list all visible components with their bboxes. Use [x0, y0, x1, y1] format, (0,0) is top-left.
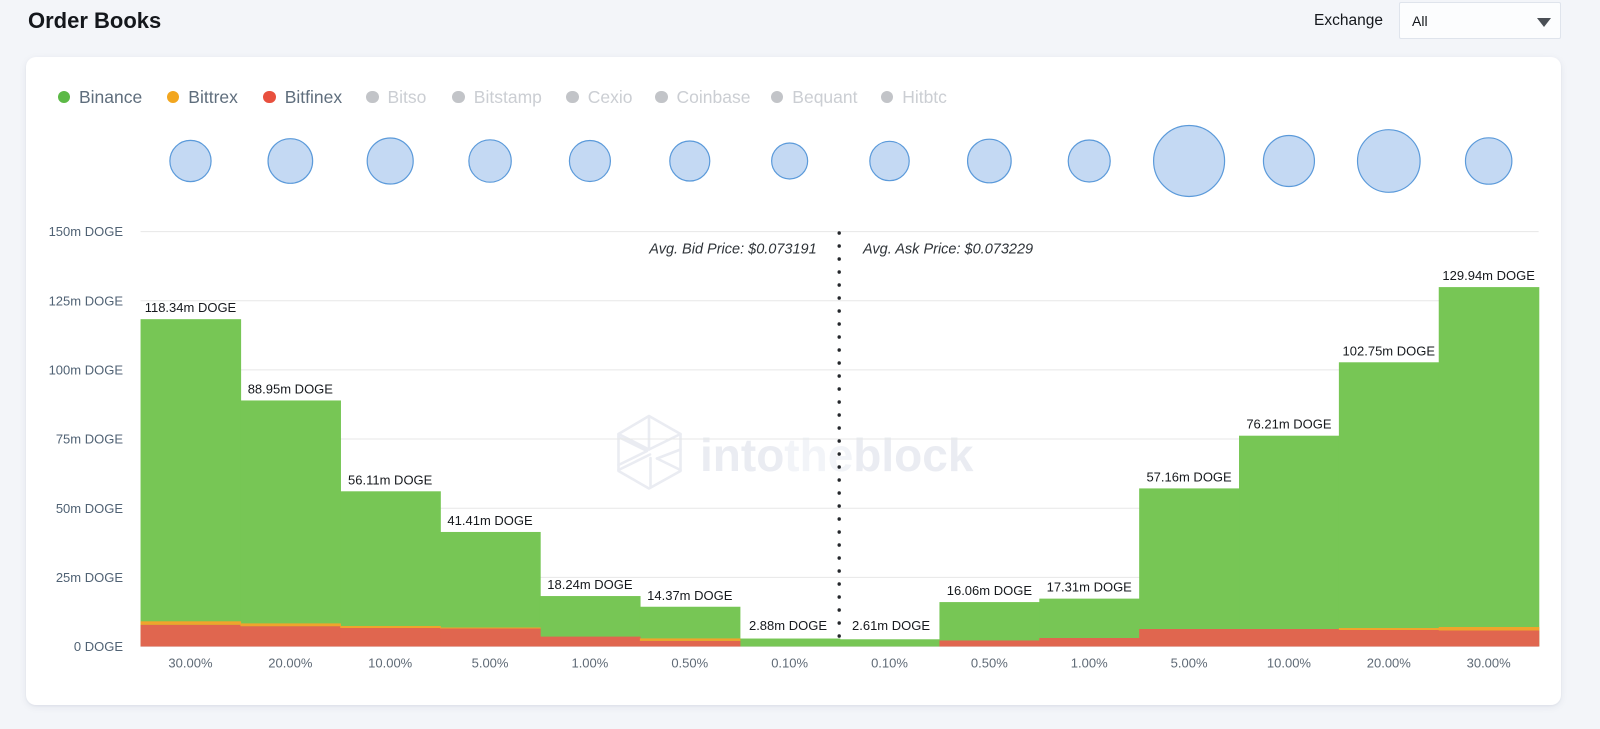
svg-text:1.00%: 1.00% — [571, 656, 608, 671]
svg-text:10.00%: 10.00% — [1267, 656, 1312, 671]
svg-text:1.00%: 1.00% — [1071, 656, 1108, 671]
svg-text:2.88m DOGE: 2.88m DOGE — [749, 618, 827, 633]
svg-text:30.00%: 30.00% — [168, 656, 213, 671]
svg-text:Avg. Bid Price: $0.073191: Avg. Bid Price: $0.073191 — [648, 242, 816, 258]
svg-text:57.16m DOGE: 57.16m DOGE — [1146, 469, 1232, 484]
svg-text:125m DOGE: 125m DOGE — [49, 293, 124, 308]
svg-text:25m DOGE: 25m DOGE — [56, 570, 124, 585]
svg-text:2.61m DOGE: 2.61m DOGE — [852, 618, 930, 633]
svg-text:16.06m DOGE: 16.06m DOGE — [947, 583, 1033, 598]
svg-text:0.10%: 0.10% — [771, 656, 808, 671]
svg-text:41.41m DOGE: 41.41m DOGE — [447, 513, 533, 528]
svg-text:17.31m DOGE: 17.31m DOGE — [1047, 580, 1133, 595]
svg-text:5.00%: 5.00% — [1171, 656, 1208, 671]
svg-text:100m DOGE: 100m DOGE — [49, 363, 124, 378]
svg-text:5.00%: 5.00% — [472, 656, 509, 671]
svg-text:75m DOGE: 75m DOGE — [56, 432, 124, 447]
svg-text:118.34m DOGE: 118.34m DOGE — [145, 300, 237, 315]
svg-text:50m DOGE: 50m DOGE — [56, 501, 124, 516]
svg-text:20.00%: 20.00% — [1367, 656, 1412, 671]
svg-text:129.94m DOGE: 129.94m DOGE — [1442, 268, 1535, 283]
svg-text:88.95m DOGE: 88.95m DOGE — [248, 381, 334, 396]
svg-text:0.10%: 0.10% — [871, 656, 908, 671]
svg-text:14.37m DOGE: 14.37m DOGE — [647, 588, 733, 603]
svg-text:102.75m DOGE: 102.75m DOGE — [1343, 343, 1436, 358]
svg-text:intotheblock: intotheblock — [700, 429, 974, 481]
svg-text:30.00%: 30.00% — [1467, 656, 1512, 671]
svg-text:0 DOGE: 0 DOGE — [74, 639, 123, 654]
svg-text:150m DOGE: 150m DOGE — [49, 224, 124, 239]
svg-text:0.50%: 0.50% — [971, 656, 1008, 671]
svg-text:56.11m DOGE: 56.11m DOGE — [348, 472, 433, 487]
svg-text:Avg. Ask Price: $0.073229: Avg. Ask Price: $0.073229 — [862, 242, 1033, 258]
svg-text:0.50%: 0.50% — [671, 656, 708, 671]
svg-text:76.21m DOGE: 76.21m DOGE — [1246, 417, 1332, 432]
svg-text:20.00%: 20.00% — [268, 656, 313, 671]
svg-text:18.24m DOGE: 18.24m DOGE — [547, 577, 633, 592]
svg-text:10.00%: 10.00% — [368, 656, 413, 671]
